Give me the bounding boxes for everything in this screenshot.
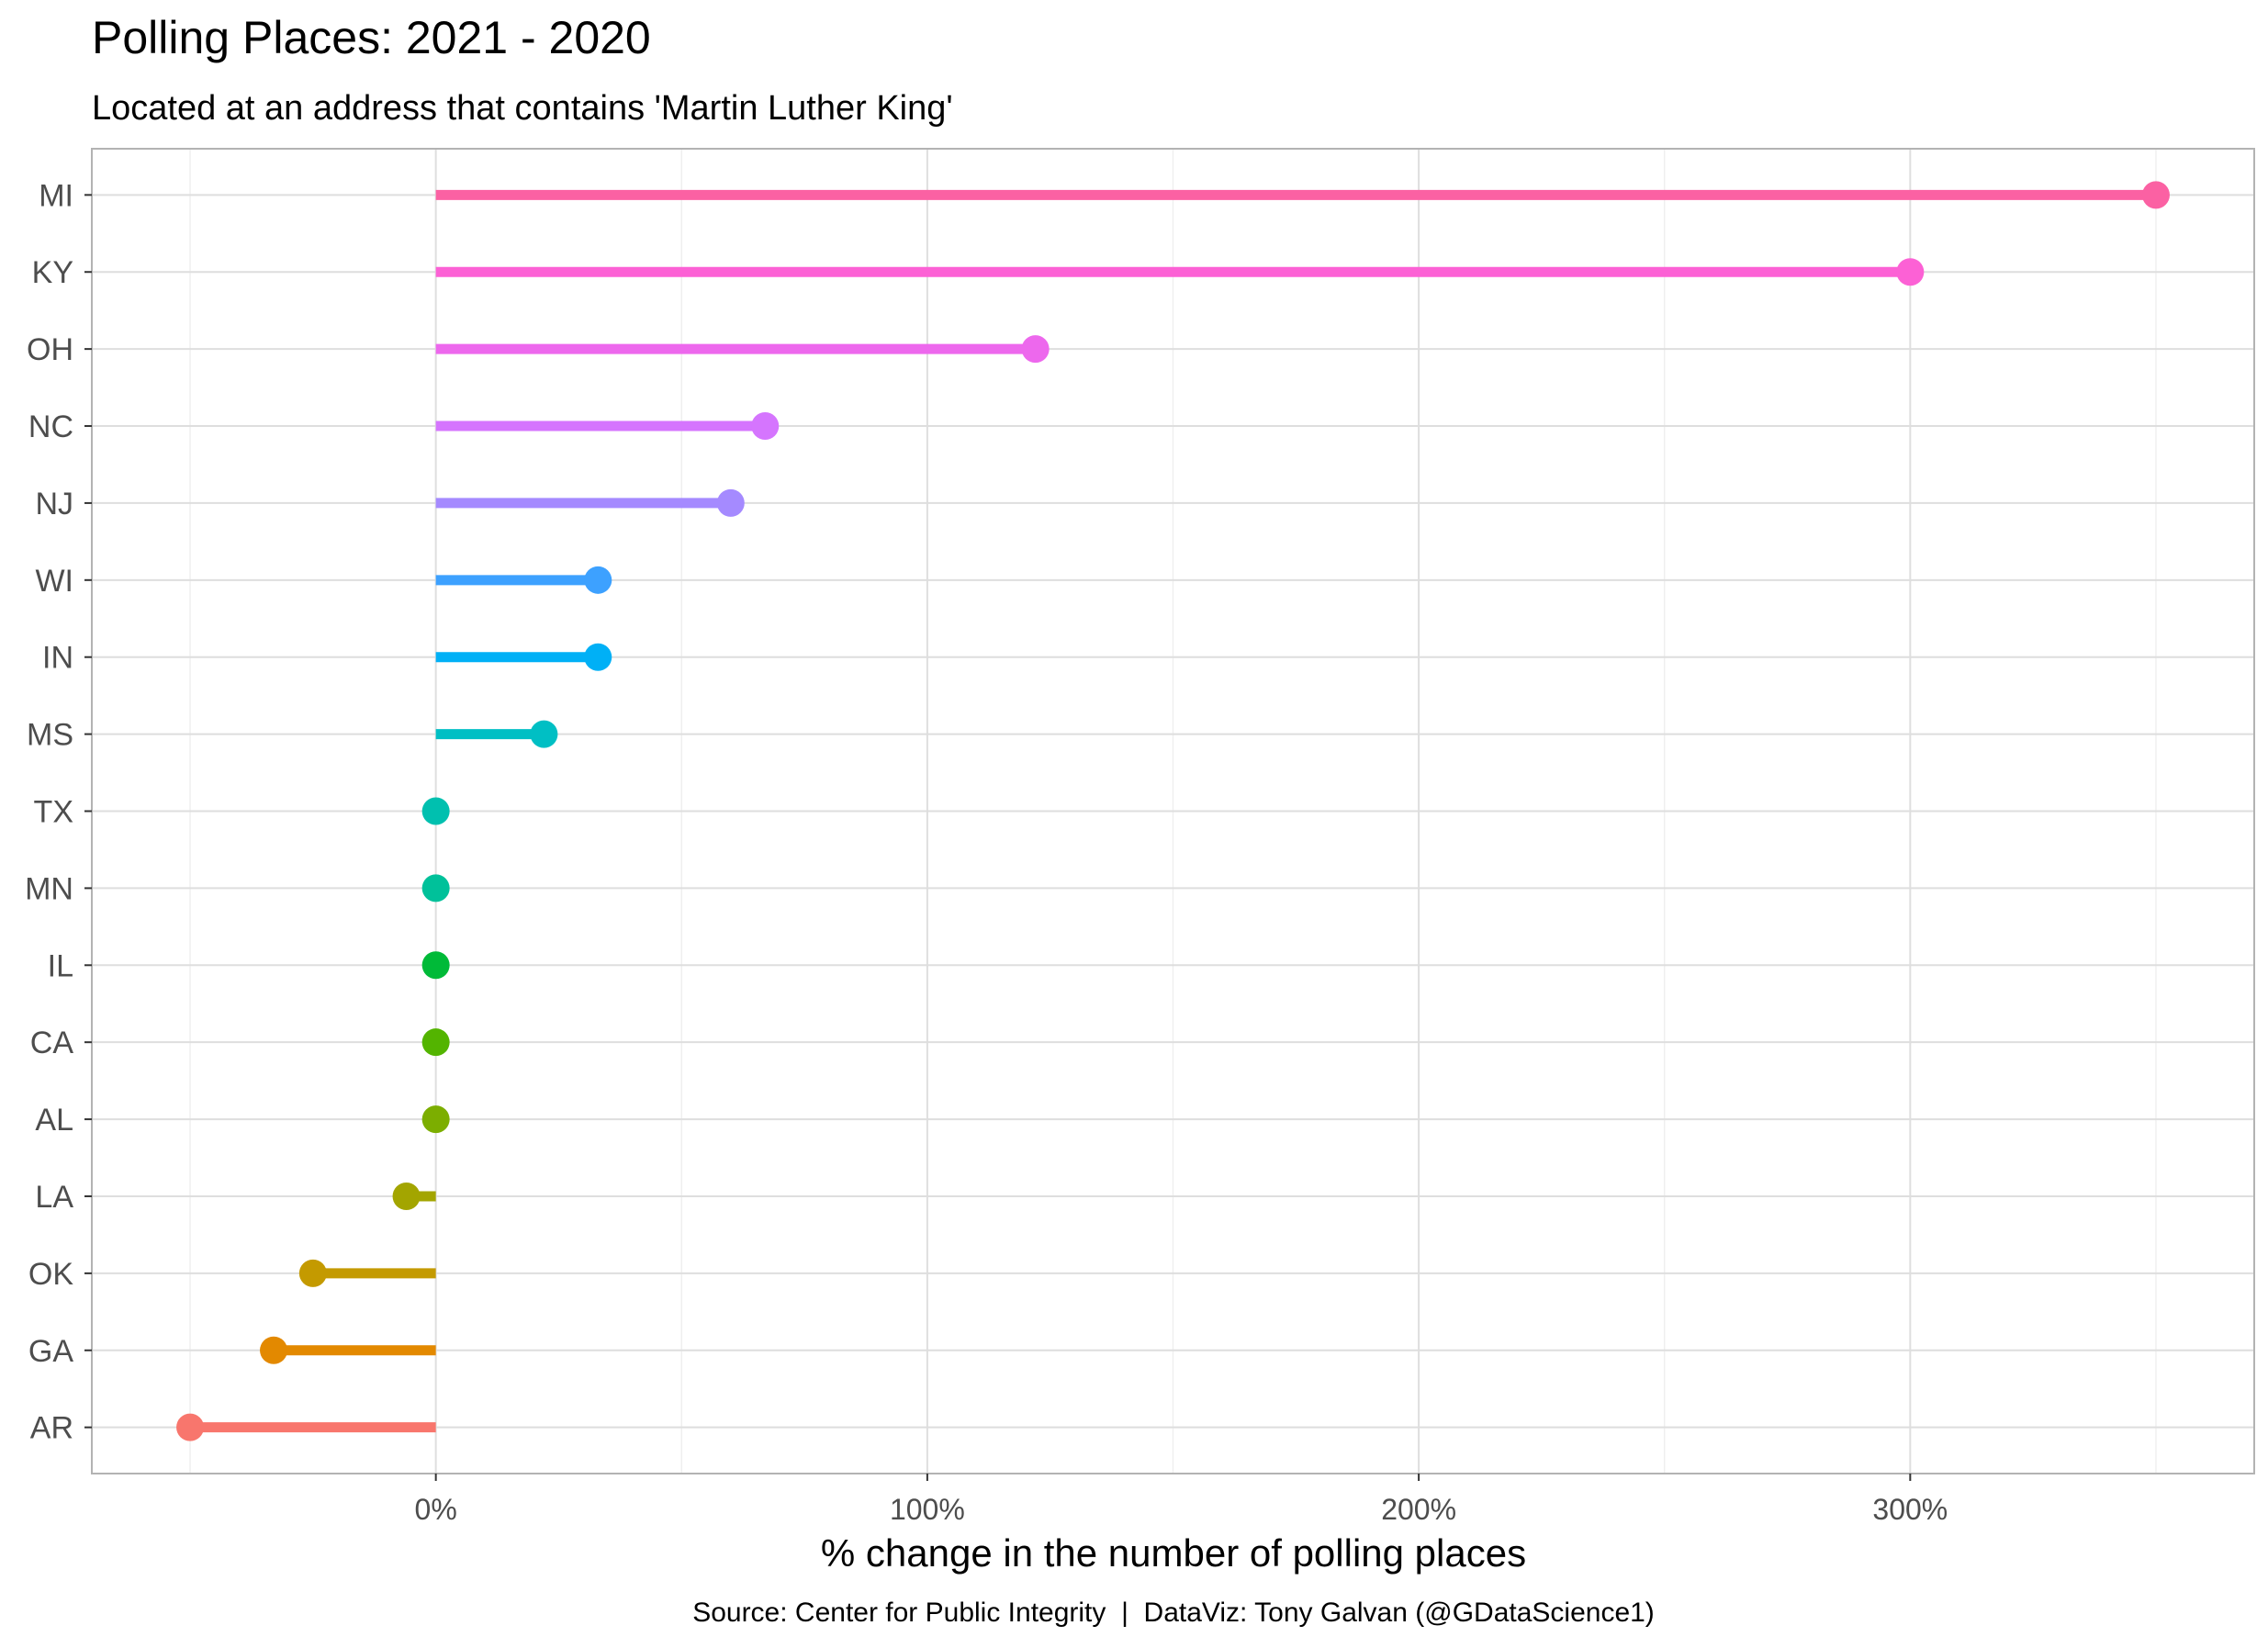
y-tick-label-IL: IL [48,948,73,983]
y-axis-tick-labels: MI KY OH NC NJ WI IN MS TX MN IL CA AL LA OK GA AR [25,178,92,1446]
point-IN [584,643,612,671]
chart-subtitle: Located at an address that contains 'Mar… [92,89,953,128]
x-axis-tick-labels: 0% 100% 200% 300% [415,1474,1948,1526]
y-tick-label-LA: LA [35,1180,73,1215]
x-axis-label: % change in the number of polling places [821,1531,1526,1575]
x-tick-label: 300% [1872,1493,1948,1526]
point-TX [421,797,450,825]
point-IL [421,951,450,980]
y-tick-label-MS: MS [27,718,73,753]
lollipop-points [176,181,2170,1441]
point-KY [1896,258,1925,286]
point-AL [421,1105,450,1134]
point-OH [1021,335,1050,364]
point-NC [751,412,780,441]
y-tick-label-AL: AL [35,1103,73,1138]
y-tick-label-MN: MN [25,871,73,906]
point-GA [260,1336,288,1364]
point-OK [298,1259,327,1287]
point-MS [530,720,558,748]
y-tick-label-OK: OK [28,1257,73,1292]
point-LA [392,1182,421,1210]
y-tick-label-KY: KY [32,255,73,290]
point-NJ [716,488,745,517]
point-MI [2141,181,2170,209]
y-tick-label-IN: IN [42,641,73,676]
x-tick-label: 0% [415,1493,457,1526]
point-AR [176,1413,205,1441]
lollipop-stems [190,189,2156,1433]
y-tick-label-MI: MI [39,178,73,213]
point-MN [421,874,450,902]
y-tick-label-OH: OH [27,332,73,367]
point-WI [584,566,612,594]
y-tick-label-CA: CA [30,1026,74,1060]
y-tick-label-TX: TX [34,795,73,830]
y-tick-label-NC: NC [28,409,73,444]
x-tick-label: 100% [890,1493,965,1526]
y-tick-label-NJ: NJ [35,487,73,521]
y-tick-label-WI: WI [35,564,73,599]
chart-caption: Source: Center for Public Integrity | Da… [692,1598,1655,1628]
x-tick-label: 200% [1381,1493,1456,1526]
y-tick-label-GA: GA [28,1334,73,1369]
chart-title: Polling Places: 2021 - 2020 [92,12,651,63]
point-CA [421,1028,450,1057]
y-tick-label-AR: AR [30,1411,73,1446]
